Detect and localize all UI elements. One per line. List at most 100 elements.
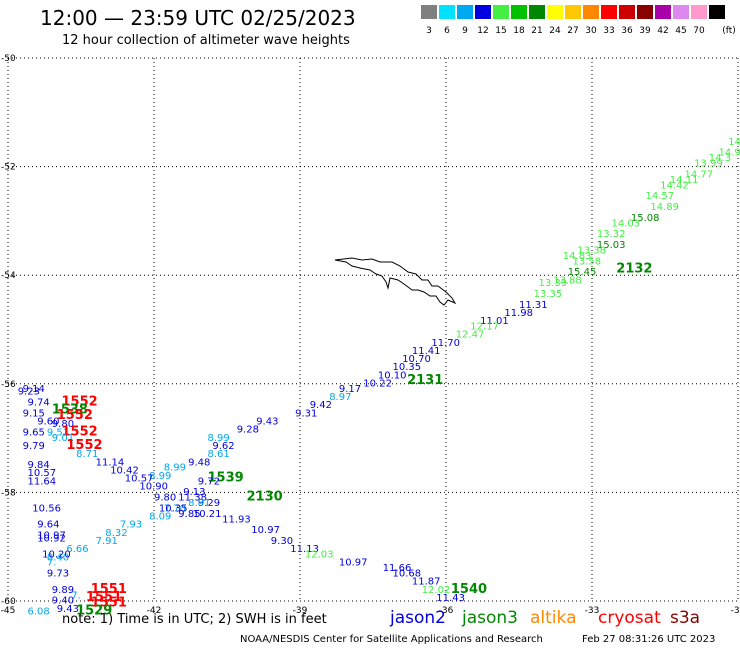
swh-value-label: 9.89	[52, 585, 74, 596]
swh-value-label: 9.65	[23, 427, 45, 438]
generated-timestamp: Feb 27 08:31:26 UTC 2023	[582, 634, 716, 645]
swh-value-label: 10.97	[251, 525, 280, 536]
swh-value-label: 12.03	[305, 550, 334, 561]
swh-value-label: 9.62	[212, 441, 234, 452]
swh-value-label: 9.48	[188, 457, 210, 468]
swh-value-label: 9.31	[295, 408, 317, 419]
swh-value-label: 6.66	[66, 544, 88, 555]
longitude-tick-label: -36	[439, 606, 454, 616]
swh-value-label: 14.89	[650, 202, 679, 213]
swh-value-label: 13.99	[694, 159, 723, 170]
pass-time-label: 1551	[91, 582, 127, 597]
scale-swatch	[655, 5, 671, 19]
map-title: 12:00 — 23:59 UTC 02/25/2023	[40, 6, 356, 30]
swh-value-label: 9.84	[28, 460, 50, 471]
swh-value-label: 9.29	[198, 498, 220, 509]
scale-label: 30	[585, 26, 597, 36]
swh-value-label: 11.01	[480, 316, 509, 327]
swh-value-label: 14.77	[685, 170, 714, 181]
swh-value-label: 10.42	[110, 465, 139, 476]
swh-value-label: 7.91	[96, 536, 118, 547]
swh-value-label: 10.68	[393, 569, 422, 580]
pass-time-label: 2131	[407, 373, 443, 388]
swh-value-label: 14.57	[646, 191, 675, 202]
swh-value-label: 10.21	[193, 509, 222, 520]
swh-value-label: 9.74	[28, 398, 50, 409]
swh-value-label: 11.93	[222, 514, 251, 525]
scale-label: 27	[567, 26, 579, 36]
swh-value-label: 7.	[71, 590, 81, 601]
swh-value-label: 8.32	[105, 528, 127, 539]
pass-time-label: 1538	[52, 403, 88, 418]
swh-value-label: 14.03	[612, 218, 641, 229]
swh-value-label: 10.90	[139, 482, 168, 493]
scale-label: 6	[444, 26, 450, 36]
swh-value-label: 8.97	[329, 392, 351, 403]
swh-value-label: 8.61	[208, 449, 230, 460]
scale-swatch	[637, 5, 653, 19]
swh-value-label: 15.03	[597, 240, 626, 251]
swh-value-label: 11.43	[436, 593, 465, 604]
pass-time-label: 1529	[76, 604, 112, 619]
swh-value-label: 9.14	[23, 384, 45, 395]
swh-value-label: 10.35	[159, 503, 188, 514]
longitude-tick-label: -39	[293, 606, 308, 616]
scale-label: 70	[693, 26, 705, 36]
swh-value-label: 6.08	[28, 607, 50, 618]
pass-time-label: 2132	[616, 262, 652, 277]
mission-s3a: s3a	[670, 608, 701, 628]
swh-value-label: 9.51	[47, 427, 69, 438]
swh-value-label: 14	[728, 137, 740, 148]
swh-value-label: 8.71	[76, 449, 98, 460]
swh-value-label: 13.32	[597, 229, 626, 240]
swh-value-label: 9.72	[198, 476, 220, 487]
scale-swatch	[511, 5, 527, 19]
swh-value-label: 10.56	[32, 503, 61, 514]
scale-label: 36	[621, 26, 633, 36]
pass-time-label: 1551	[86, 590, 122, 605]
swh-value-label: 7.70	[164, 503, 186, 514]
swh-value-label: 9.60	[37, 417, 59, 428]
swh-value-label: 9.79	[23, 441, 45, 452]
swh-value-label: 9.30	[271, 536, 293, 547]
swh-value-label: 10.92	[37, 533, 66, 544]
scale-swatch	[547, 5, 563, 19]
swh-value-label: 11.14	[96, 457, 125, 468]
scale-swatch	[673, 5, 689, 19]
swh-value-label: 14.42	[660, 180, 689, 191]
mission-jason2: jason2	[390, 608, 446, 628]
scale-swatch	[457, 5, 473, 19]
swh-value-label: 14.3	[709, 153, 731, 164]
scale-swatch	[439, 5, 455, 19]
scale-label: 24	[549, 26, 561, 36]
swh-value-label: 8.99	[149, 471, 171, 482]
swh-value-label: 11.64	[28, 476, 57, 487]
swh-value-label: 10.10	[378, 370, 407, 381]
pass-time-label: 2130	[247, 490, 283, 505]
swh-value-label: 9.15	[23, 408, 45, 419]
scale-swatch	[493, 5, 509, 19]
swh-value-label: 10.57	[125, 474, 154, 485]
swh-value-label: 8.81	[188, 498, 210, 509]
swh-value-label: 12.17	[470, 322, 499, 333]
swh-value-label: 10.97	[37, 531, 66, 542]
pass-time-label: 1551	[91, 595, 127, 610]
pass-time-label: 1539	[208, 471, 244, 486]
longitude-tick-label: -42	[147, 606, 162, 616]
swh-value-label: 11.87	[412, 577, 441, 588]
swh-value-label: 7.	[47, 558, 57, 569]
scale-swatch	[709, 5, 725, 19]
swh-value-label: 10.70	[402, 354, 431, 365]
swh-value-label: 8.99	[208, 433, 230, 444]
swh-value-label: 9.85	[178, 509, 200, 520]
swh-value-label: 9.43	[57, 604, 79, 615]
scale-label: 21	[531, 26, 543, 36]
swh-value-label: 7.93	[120, 520, 142, 531]
swh-value-label: 13.38	[577, 246, 606, 257]
scale-label: 33	[603, 26, 615, 36]
latitude-tick-label: -56	[1, 380, 16, 390]
swh-value-label: 10.22	[363, 379, 392, 390]
swh-value-label: 11.41	[412, 346, 441, 357]
swh-value-label: 11.98	[504, 308, 533, 319]
swh-value-label: 11.13	[290, 544, 319, 555]
